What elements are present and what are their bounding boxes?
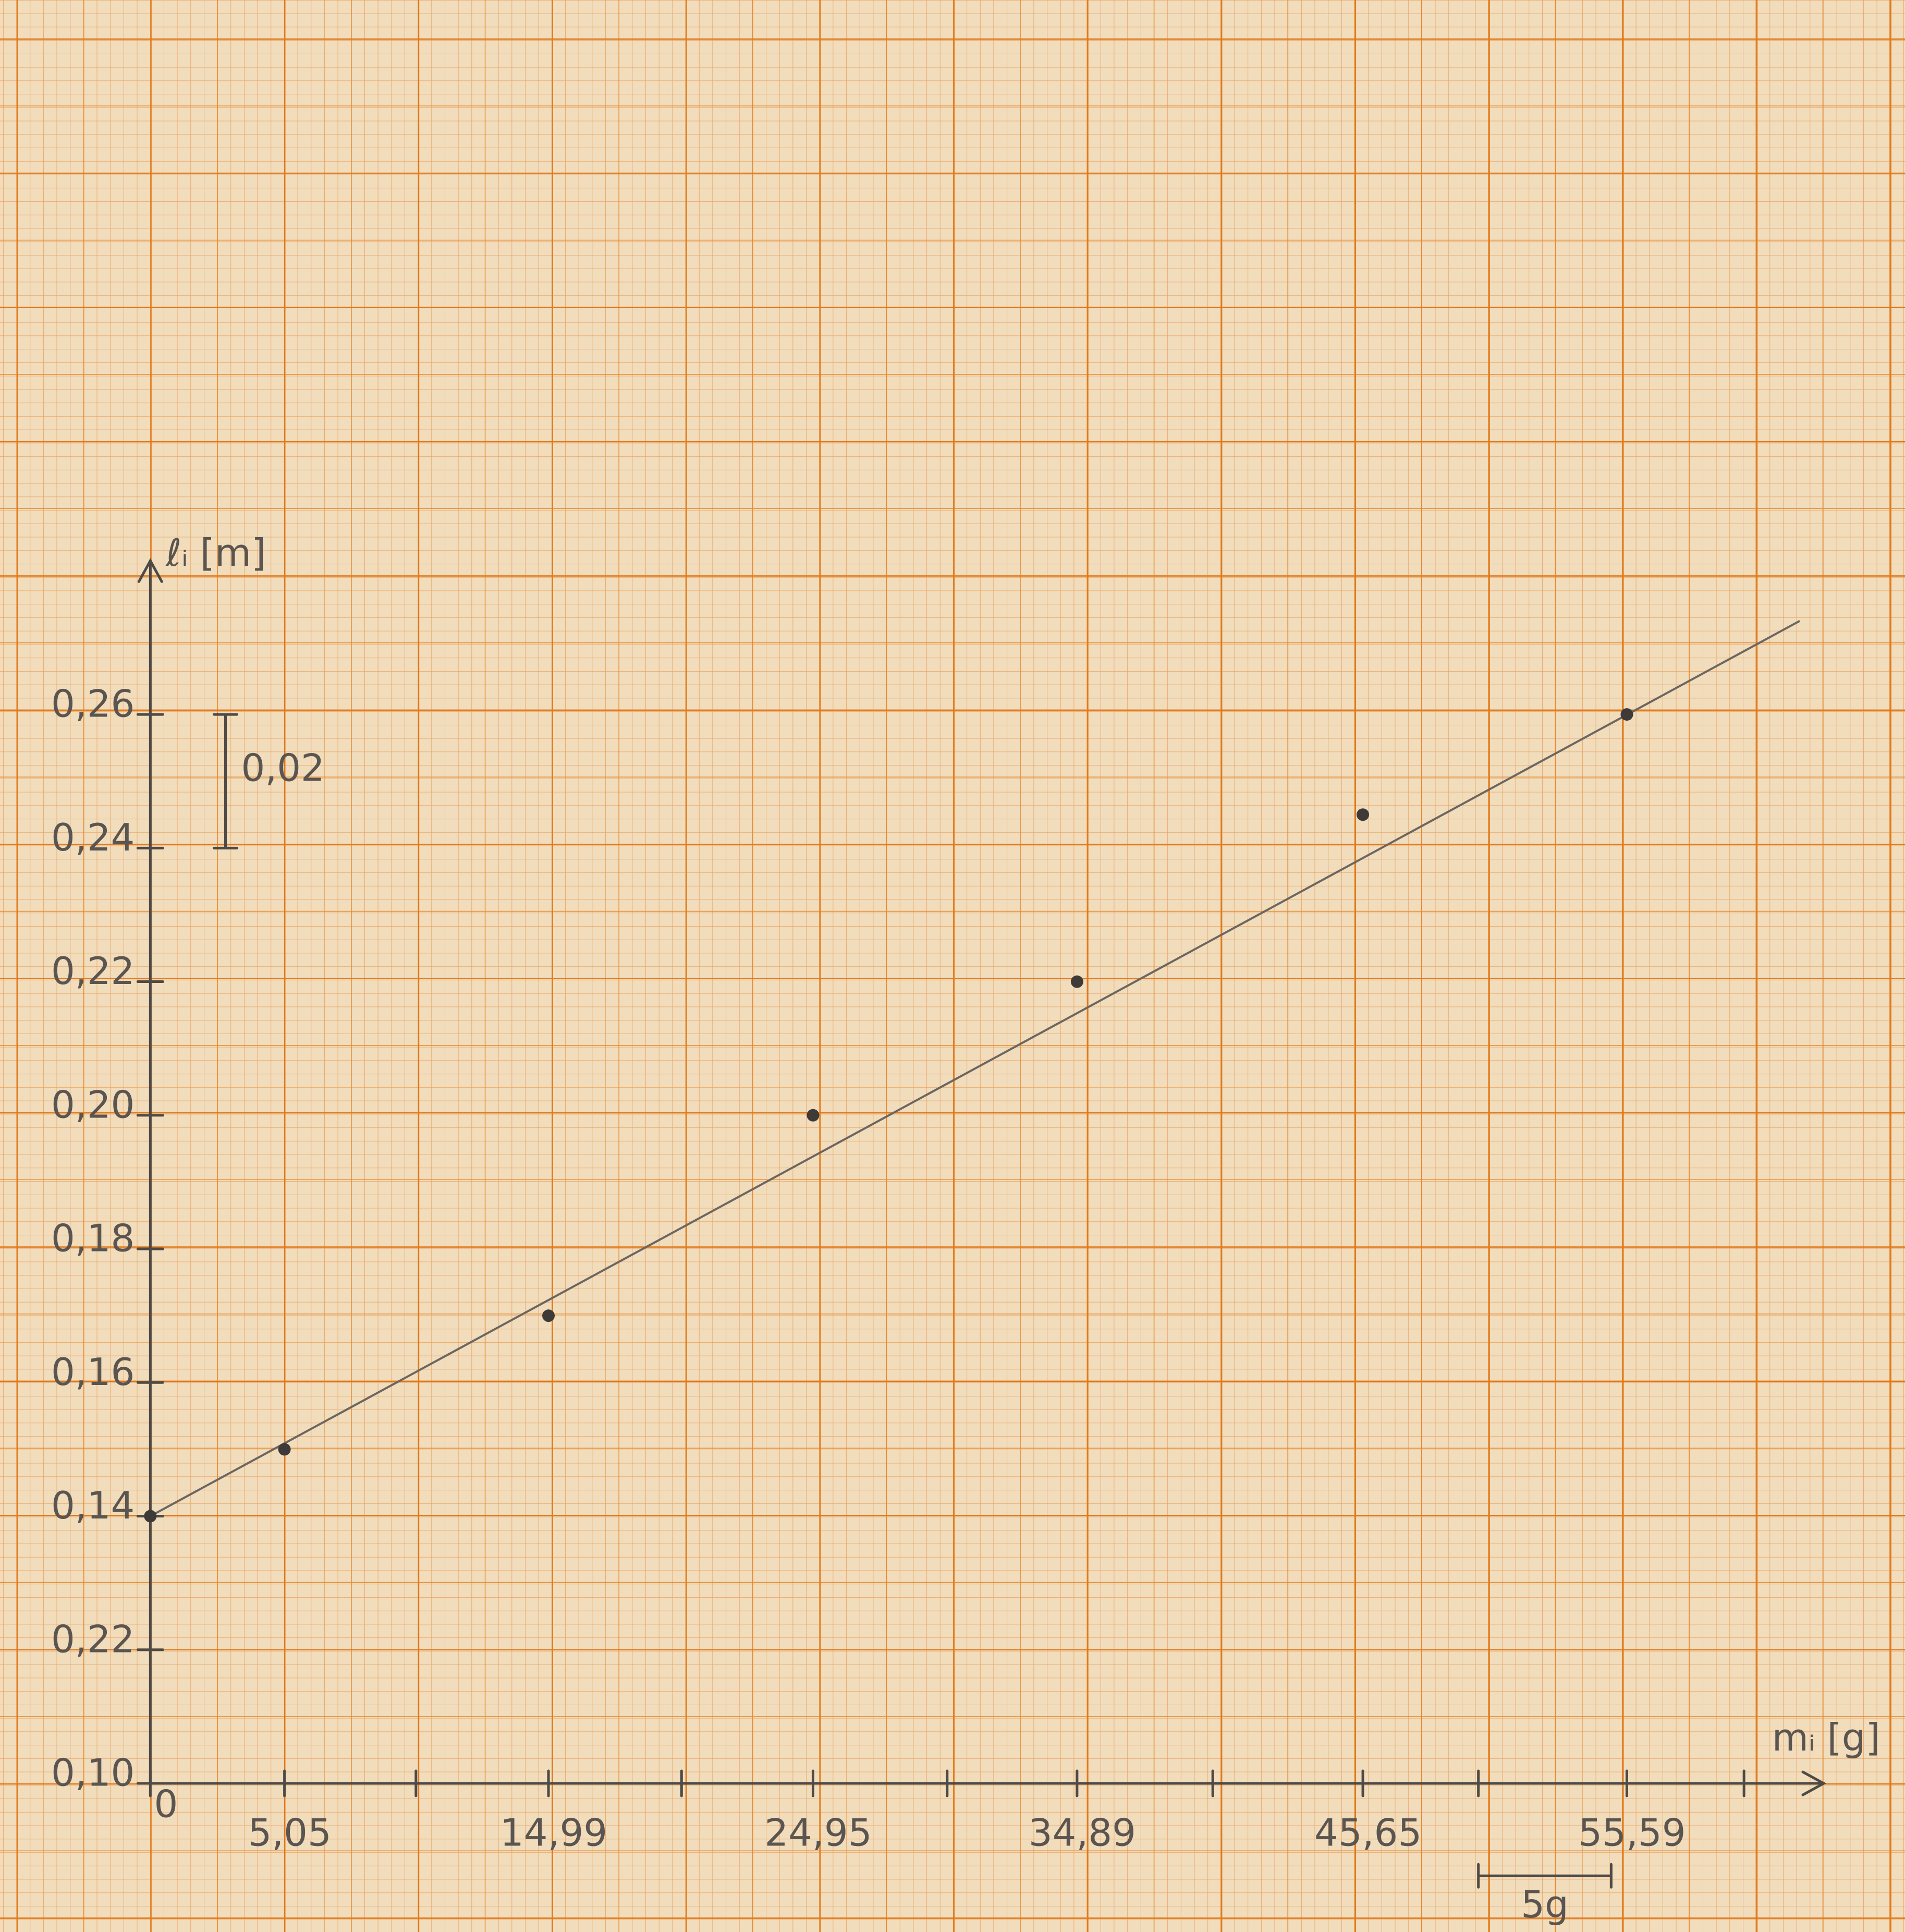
x-tick-label: 14,99: [500, 1811, 607, 1855]
x-tick-label: 45,65: [1314, 1811, 1422, 1855]
y-tick-label: 0,22: [51, 1617, 135, 1661]
x-axis-label: mᵢ [g]: [1772, 1716, 1880, 1759]
data-point: [1070, 975, 1083, 988]
x-tick-label: 0: [154, 1782, 178, 1826]
fit-line: [150, 619, 1801, 1517]
y-tick-label: 0,20: [51, 1083, 135, 1126]
y-tick-label: 0,24: [51, 816, 135, 859]
data-point: [542, 1309, 555, 1322]
data-point: [807, 1109, 820, 1122]
data-point: [1357, 808, 1370, 821]
scale-bar: [1477, 1863, 1613, 1889]
scale-bar-label: 0,02: [241, 746, 325, 790]
x-tick-label: 55,59: [1578, 1811, 1686, 1855]
y-tick-label: 0,22: [51, 949, 135, 993]
data-point: [144, 1510, 157, 1523]
x-tick-label: 34,89: [1029, 1811, 1136, 1855]
y-tick-label: 0,16: [51, 1350, 135, 1394]
y-tick-label: 0,10: [51, 1751, 135, 1795]
x-axis-arrow: [1801, 1770, 1827, 1796]
y-tick-label: 0,14: [51, 1484, 135, 1527]
scale-bar-label: 5g: [1521, 1882, 1569, 1926]
y-axis-label: ℓᵢ [m]: [165, 531, 266, 575]
y-axis-arrow: [137, 558, 163, 583]
data-point: [1620, 708, 1633, 721]
scale-bar: [213, 713, 239, 849]
y-tick-label: 0,18: [51, 1217, 135, 1260]
x-tick-label: 24,95: [764, 1811, 872, 1855]
data-point: [278, 1443, 291, 1456]
x-tick-label: 5,05: [248, 1811, 331, 1855]
plot: ℓᵢ [m] mᵢ [g] 0 5,05 14,99 24,95 34,89 45,65 55,…: [51, 531, 1880, 1926]
y-tick-label: 0,26: [51, 682, 135, 726]
